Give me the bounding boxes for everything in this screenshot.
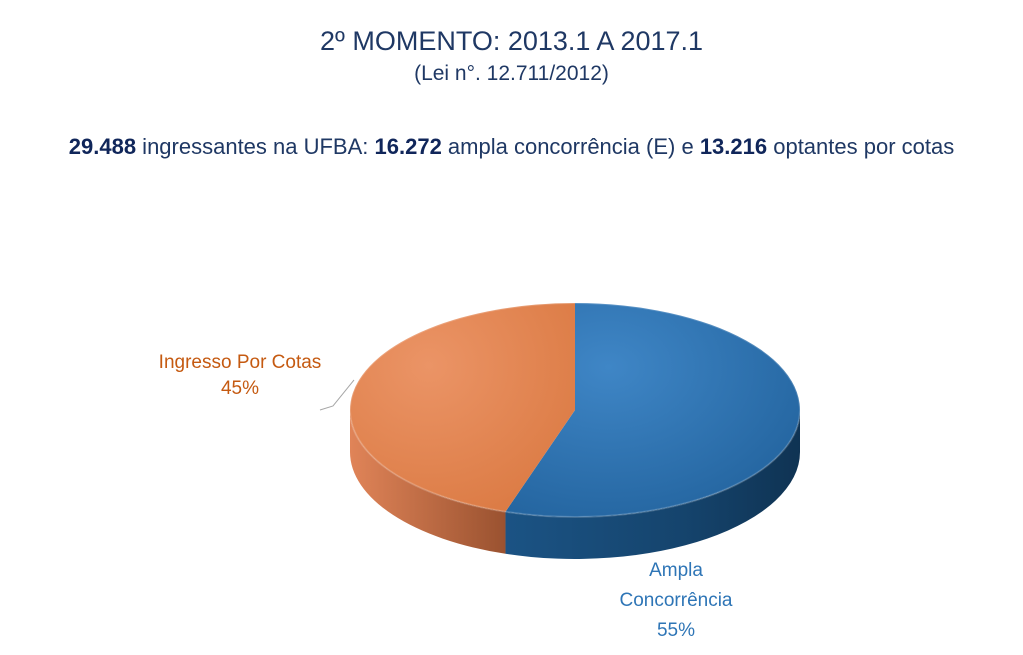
summary-text-2: ampla concorrência (E) e: [441, 134, 700, 159]
page-subtitle: (Lei n°. 12.711/2012): [414, 62, 609, 85]
label-cotas-percent: 45%: [221, 378, 259, 399]
label-ampla-name-1: Ampla: [649, 560, 703, 581]
summary-cotas: 13.216: [699, 134, 768, 159]
label-cotas-name: Ingresso Por Cotas: [159, 352, 322, 373]
summary-line: 29.488 ingressantes na UFBA: 16.272 ampl…: [0, 134, 1023, 160]
slice-cotas-side: [350, 410, 506, 554]
pie-rim: [349, 302, 801, 518]
summary-ampla: 16.272: [374, 134, 442, 159]
slice-ampla-top: [505, 303, 801, 517]
label-ampla-percent: 55%: [657, 620, 695, 641]
summary-total: 29.488: [68, 134, 137, 159]
leader-line: [319, 379, 355, 411]
slice-cotas-top: [350, 303, 575, 512]
summary-text-3: optantes por cotas: [767, 134, 955, 159]
summary-text-1: ingressantes na UFBA:: [136, 134, 375, 159]
page-title: 2º MOMENTO: 2013.1 A 2017.1: [319, 26, 704, 56]
slice-ampla-side: [505, 410, 801, 559]
label-ampla-name-2: Concorrência: [620, 590, 733, 611]
